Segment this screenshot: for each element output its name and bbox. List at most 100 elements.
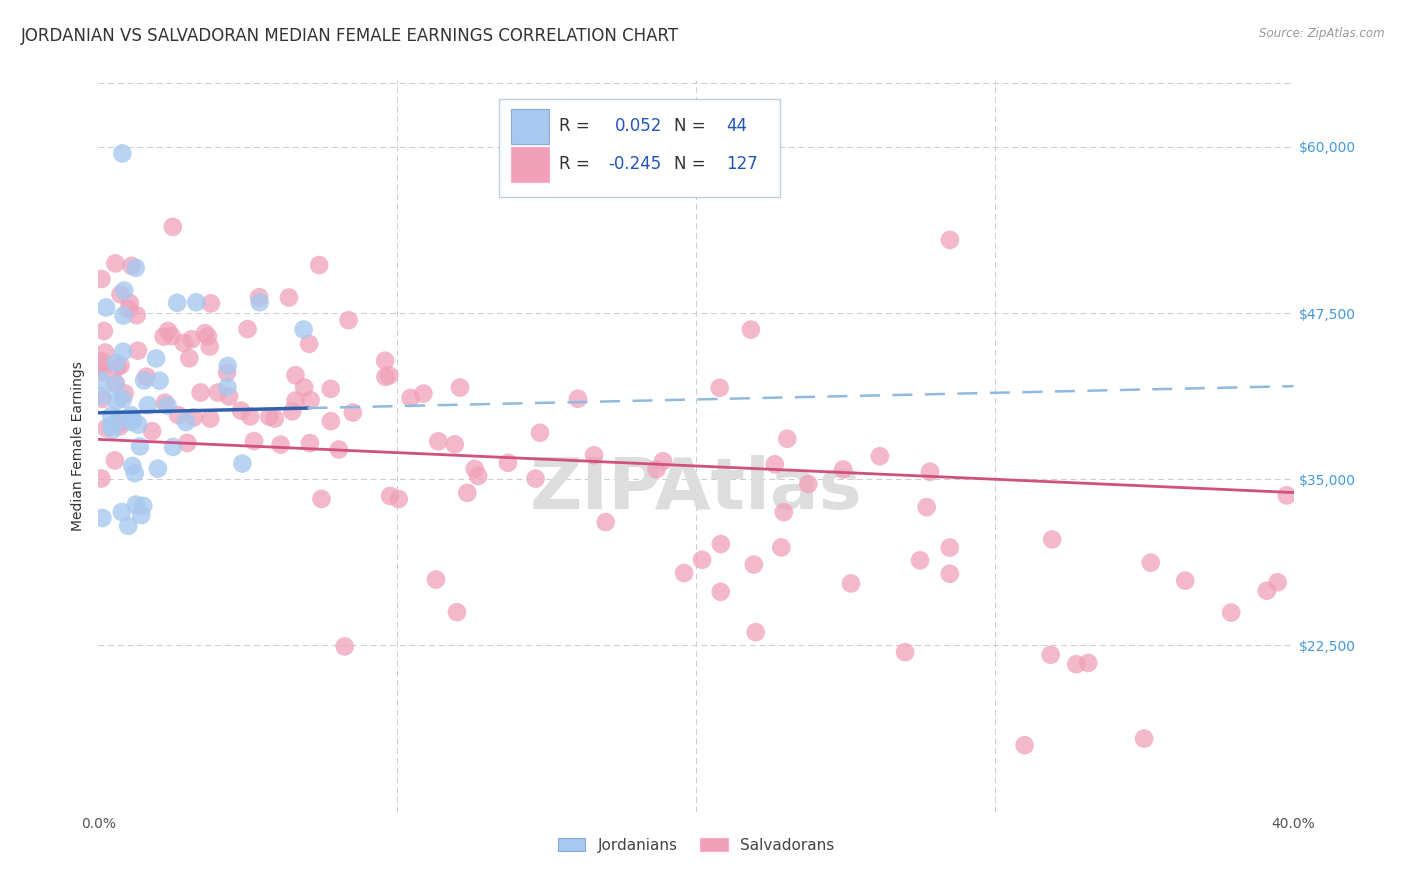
Point — [194, 326, 217, 340]
Y-axis label: Median Female Earnings: Median Female Earnings — [72, 361, 86, 531]
Point — [198, 340, 221, 354]
Point — [145, 351, 167, 366]
Point — [107, 360, 129, 375]
Point — [217, 359, 239, 373]
Text: 44: 44 — [725, 118, 747, 136]
Point — [443, 437, 465, 451]
Point — [427, 434, 450, 449]
Point — [94, 345, 117, 359]
Text: N =: N = — [675, 118, 706, 136]
Point — [1174, 574, 1197, 588]
Point — [412, 386, 434, 401]
Point — [200, 411, 222, 425]
Text: N =: N = — [675, 155, 706, 173]
Point — [124, 466, 146, 480]
Point — [284, 393, 307, 408]
Text: 127: 127 — [725, 155, 758, 173]
Point — [529, 425, 551, 440]
Point — [110, 359, 132, 373]
Point — [1220, 606, 1243, 620]
Point — [328, 442, 350, 457]
Point — [93, 324, 115, 338]
Point — [162, 440, 184, 454]
Point — [166, 295, 188, 310]
Point — [797, 477, 820, 491]
Point — [292, 380, 315, 394]
FancyBboxPatch shape — [510, 147, 548, 182]
Point — [100, 409, 122, 423]
Point — [94, 301, 117, 315]
Text: ZIPAtlas: ZIPAtlas — [530, 456, 862, 524]
Point — [763, 457, 786, 471]
Point — [710, 584, 733, 599]
Point — [104, 356, 127, 370]
Point — [496, 456, 519, 470]
Point — [91, 365, 114, 379]
Point — [915, 500, 938, 515]
Point — [1040, 533, 1063, 547]
Point — [160, 329, 183, 343]
Point — [120, 415, 142, 429]
Point — [772, 505, 794, 519]
Point — [311, 491, 333, 506]
Point — [110, 287, 132, 301]
Text: Source: ZipAtlas.com: Source: ZipAtlas.com — [1260, 27, 1385, 40]
Point — [152, 329, 174, 343]
Point — [134, 374, 156, 388]
Point — [122, 413, 145, 427]
Point — [299, 393, 322, 408]
Legend: Jordanians, Salvadorans: Jordanians, Salvadorans — [551, 831, 841, 859]
Point — [939, 566, 962, 581]
Point — [652, 454, 675, 468]
Point — [378, 489, 401, 503]
Point — [740, 323, 762, 337]
Point — [710, 537, 733, 551]
Point — [101, 423, 124, 437]
Point — [129, 508, 152, 523]
Point — [176, 436, 198, 450]
Point — [157, 324, 180, 338]
Point — [111, 392, 134, 406]
Point — [1256, 583, 1278, 598]
Point — [776, 432, 799, 446]
Point — [1275, 488, 1298, 502]
Point — [247, 290, 270, 304]
Point — [183, 410, 205, 425]
Point — [918, 465, 941, 479]
Point — [90, 373, 112, 387]
Point — [108, 419, 131, 434]
Point — [114, 386, 136, 401]
Point — [263, 411, 285, 425]
Point — [894, 645, 917, 659]
Point — [105, 393, 128, 408]
Point — [127, 417, 149, 432]
Point — [645, 462, 668, 476]
FancyBboxPatch shape — [499, 99, 780, 197]
Point — [292, 322, 315, 336]
Point — [167, 408, 190, 422]
Point — [141, 424, 163, 438]
Point — [90, 359, 112, 374]
Text: JORDANIAN VS SALVADORAN MEDIAN FEMALE EARNINGS CORRELATION CHART: JORDANIAN VS SALVADORAN MEDIAN FEMALE EA… — [21, 27, 679, 45]
Point — [91, 392, 114, 406]
Point — [218, 389, 240, 403]
Point — [156, 399, 179, 413]
Point — [270, 437, 292, 451]
Point — [399, 391, 422, 405]
Point — [1014, 738, 1036, 752]
Point — [298, 337, 321, 351]
Point — [197, 329, 219, 343]
Point — [146, 461, 169, 475]
Point — [524, 472, 547, 486]
Point — [135, 369, 157, 384]
Point — [118, 302, 141, 317]
Point — [745, 625, 768, 640]
Point — [136, 398, 159, 412]
Point — [120, 408, 142, 422]
Point — [249, 295, 271, 310]
Point — [200, 296, 222, 310]
Text: R =: R = — [558, 118, 589, 136]
Point — [308, 258, 330, 272]
Point — [298, 436, 321, 450]
Point — [690, 553, 713, 567]
